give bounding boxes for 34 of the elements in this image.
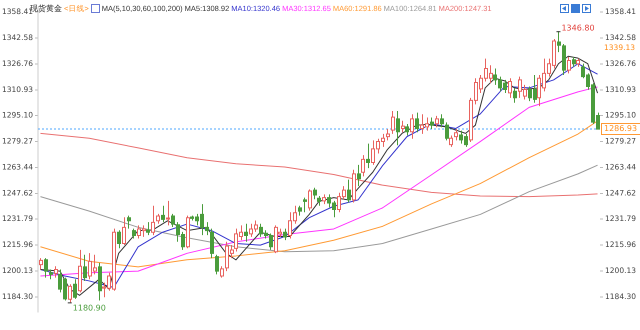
candlestick bbox=[244, 223, 248, 242]
candlestick bbox=[366, 143, 370, 169]
candlestick bbox=[357, 164, 361, 187]
candlestick bbox=[151, 205, 155, 236]
candlestick bbox=[440, 114, 444, 128]
candlestick bbox=[166, 200, 170, 226]
candlestick bbox=[401, 120, 405, 133]
candlestick bbox=[415, 112, 419, 133]
candlestick bbox=[449, 134, 453, 148]
candlestick bbox=[127, 215, 131, 230]
candlestick bbox=[396, 110, 400, 146]
candlestick bbox=[386, 128, 390, 141]
candlestick bbox=[347, 179, 351, 203]
candlestick bbox=[572, 56, 576, 68]
candlestick bbox=[430, 117, 434, 130]
candlestick bbox=[98, 262, 102, 302]
candlestick bbox=[78, 249, 82, 293]
candlestick bbox=[435, 115, 439, 128]
candlestick bbox=[361, 154, 365, 177]
candlestick bbox=[49, 269, 53, 280]
annotation: 1346.80 bbox=[561, 23, 595, 32]
candlestick bbox=[83, 254, 87, 282]
candlestick bbox=[39, 258, 43, 270]
candlestick bbox=[391, 110, 395, 134]
candlestick bbox=[303, 197, 307, 213]
candlestick bbox=[122, 216, 126, 246]
candlestick bbox=[513, 88, 517, 104]
candlestick bbox=[146, 222, 150, 236]
ref-line-label: 1286.93 bbox=[604, 124, 638, 134]
candlestick bbox=[161, 205, 165, 223]
candlestick bbox=[576, 58, 580, 68]
annotation: 1180.90 bbox=[72, 303, 106, 312]
candlestick bbox=[405, 124, 409, 136]
candlestick bbox=[410, 114, 414, 140]
